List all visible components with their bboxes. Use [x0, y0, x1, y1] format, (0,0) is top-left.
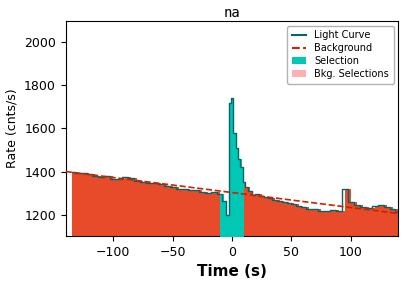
Y-axis label: Rate (cnts/s): Rate (cnts/s) — [6, 89, 19, 168]
Legend: Light Curve, Background, Selection, Bkg. Selections: Light Curve, Background, Selection, Bkg.… — [287, 26, 393, 84]
Title: na: na — [224, 5, 240, 20]
X-axis label: Time (s): Time (s) — [197, 264, 267, 280]
